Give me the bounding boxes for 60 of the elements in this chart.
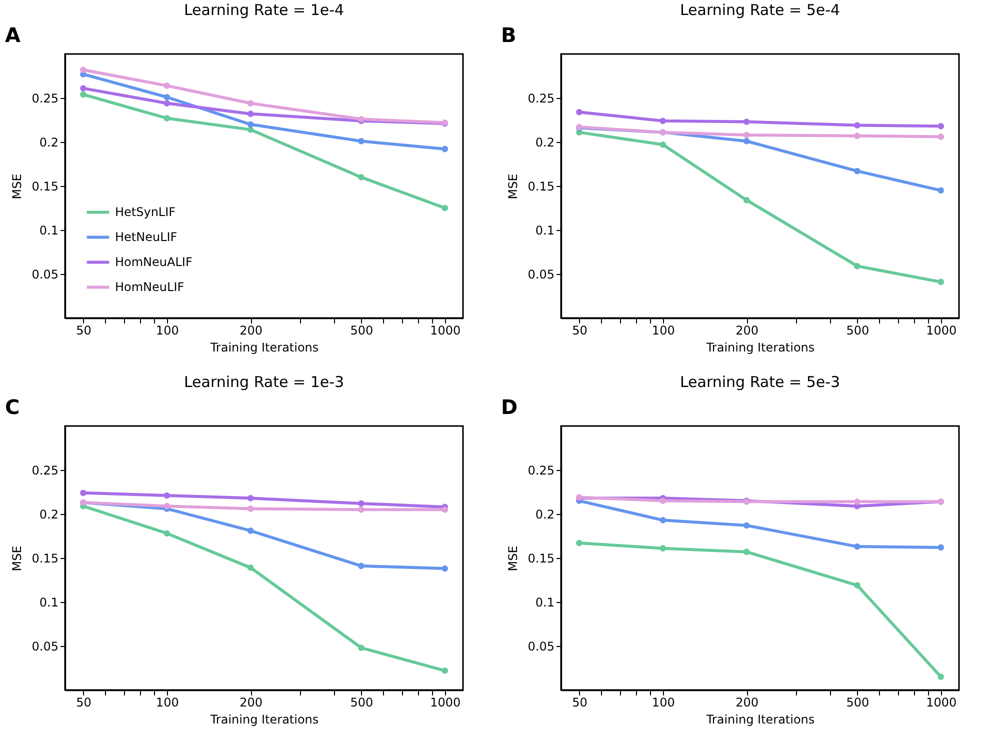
text: D bbox=[501, 395, 518, 419]
chart-title: Learning Rate = 1e-3 bbox=[184, 373, 344, 391]
x-axis-title: Training Iterations bbox=[209, 712, 319, 726]
x-tick-label: 1000 bbox=[926, 696, 957, 710]
x-tick-label: 200 bbox=[736, 324, 759, 338]
chart-title: Learning Rate = 1e-4 bbox=[184, 1, 344, 19]
y-tick-label: 0.2 bbox=[535, 136, 554, 150]
y-tick-label: 0.15 bbox=[528, 180, 554, 194]
legend-label: HomNeuLIF bbox=[115, 280, 184, 294]
y-tick-label: 0.2 bbox=[39, 508, 58, 522]
x-axis-title: Training Iterations bbox=[705, 340, 815, 354]
y-tick-label: 0.05 bbox=[32, 268, 58, 282]
x-tick-label: 500 bbox=[350, 324, 374, 338]
y-tick-label: 0.25 bbox=[528, 464, 554, 478]
x-tick-label: 200 bbox=[736, 696, 759, 710]
chart-title: Learning Rate = 5e-3 bbox=[680, 373, 840, 391]
x-tick-label: 500 bbox=[846, 696, 870, 710]
text: C bbox=[5, 395, 20, 419]
y-tick-label: 0.15 bbox=[32, 552, 58, 566]
x-tick-label: 100 bbox=[156, 324, 179, 338]
text: B bbox=[501, 23, 516, 47]
x-tick-label: 500 bbox=[846, 324, 870, 338]
y-tick-label: 0.25 bbox=[32, 92, 58, 106]
y-tick-label: 0.2 bbox=[39, 136, 58, 150]
y-tick-label: 0.25 bbox=[32, 464, 58, 478]
x-tick-label: 50 bbox=[76, 696, 92, 710]
chart-title: Learning Rate = 5e-4 bbox=[680, 1, 840, 19]
y-tick-label: 0.1 bbox=[535, 224, 554, 238]
y-tick-label: 0.25 bbox=[528, 92, 554, 106]
y-tick-label: 0.15 bbox=[32, 180, 58, 194]
y-tick-label: 0.1 bbox=[535, 596, 554, 610]
y-tick-label: 0.1 bbox=[39, 224, 58, 238]
x-tick-label: 1000 bbox=[430, 696, 461, 710]
y-tick-label: 0.1 bbox=[39, 596, 58, 610]
y-tick-label: 0.2 bbox=[535, 508, 554, 522]
y-axis-title: MSE bbox=[10, 546, 24, 572]
x-axis-title: Training Iterations bbox=[705, 712, 815, 726]
x-tick-label: 100 bbox=[156, 696, 179, 710]
x-tick-label: 1000 bbox=[430, 324, 461, 338]
x-tick-label: 500 bbox=[350, 696, 374, 710]
y-tick-label: 0.05 bbox=[32, 640, 58, 654]
x-tick-label: 1000 bbox=[926, 324, 957, 338]
legend-label: HomNeuALIF bbox=[115, 255, 192, 270]
x-tick-label: 200 bbox=[240, 324, 263, 338]
x-tick-label: 200 bbox=[240, 696, 263, 710]
y-axis-title: MSE bbox=[506, 174, 520, 200]
x-tick-label: 100 bbox=[652, 324, 675, 338]
text: A bbox=[5, 23, 21, 47]
x-tick-label: 50 bbox=[572, 324, 588, 338]
x-tick-label: 50 bbox=[572, 696, 588, 710]
legend-label: HetNeuLIF bbox=[115, 230, 178, 244]
y-axis-title: MSE bbox=[10, 174, 24, 200]
y-tick-label: 0.05 bbox=[528, 640, 554, 654]
y-axis-title: MSE bbox=[506, 546, 520, 572]
legend-label: HetSynLIF bbox=[115, 205, 176, 220]
y-tick-label: 0.05 bbox=[528, 268, 554, 282]
x-tick-label: 100 bbox=[652, 696, 675, 710]
y-tick-label: 0.15 bbox=[528, 552, 554, 566]
x-axis-title: Training Iterations bbox=[209, 340, 319, 354]
x-tick-label: 50 bbox=[76, 324, 92, 338]
